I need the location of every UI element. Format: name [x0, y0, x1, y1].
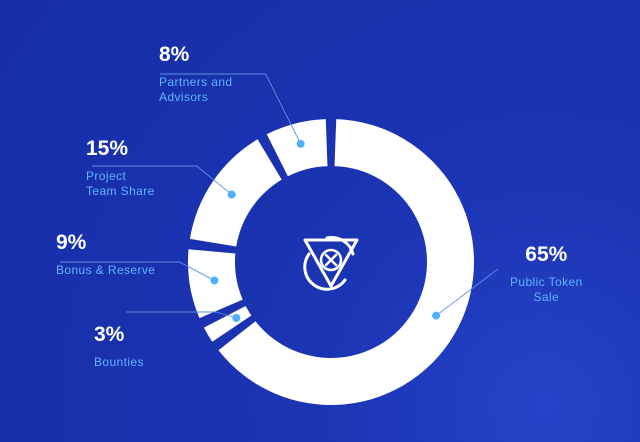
- slice-marker-dot-partners-and-advisors: [296, 139, 305, 148]
- slice-label-public-token-sale: 65% Public Token Sale: [510, 244, 583, 305]
- slice-category-label: Bonus & Reserve: [56, 263, 156, 277]
- donut-slice-bounties: [203, 306, 252, 342]
- leader-line-bonus-reserve: [60, 261, 215, 281]
- slice-category-label: Partners and Advisors: [159, 75, 233, 104]
- slice-value-label: 3%: [94, 323, 125, 346]
- slice-category-label: Public Token Sale: [510, 275, 583, 304]
- slice-marker-dot-bounties: [232, 313, 241, 322]
- slice-label-project-team: 15% Project Team Share: [86, 138, 155, 199]
- slice-value-label: 65%: [525, 243, 568, 266]
- slice-label-bounties: 3% Bounties: [94, 324, 144, 370]
- leader-line-partners-and-advisors: [160, 73, 302, 145]
- shield-token-logo-icon: [303, 236, 359, 291]
- slice-label-bonus-reserve: 9% Bonus & Reserve: [56, 232, 155, 278]
- leader-line-project-team-share: [92, 165, 233, 195]
- slice-marker-dot-project-team-share: [227, 190, 236, 199]
- slice-marker-dot-bonus-reserve: [210, 276, 219, 285]
- slice-label-partners-advisors: 8% Partners and Advisors: [159, 44, 233, 105]
- slice-value-label: 8%: [159, 43, 190, 66]
- leader-line-bounties: [126, 311, 237, 319]
- slice-value-label: 9%: [56, 231, 87, 254]
- slice-category-label: Project Team Share: [86, 169, 155, 198]
- donut-slice-partners-and-advisors: [266, 119, 328, 177]
- donut-slice-project-team-share: [189, 139, 282, 247]
- slice-value-label: 15%: [86, 137, 129, 160]
- donut-slice-public-token-sale: [218, 119, 474, 405]
- slice-marker-dot-public-token-sale: [432, 311, 441, 320]
- leader-line-public-token-sale: [435, 268, 499, 316]
- slice-category-label: Bounties: [94, 355, 144, 369]
